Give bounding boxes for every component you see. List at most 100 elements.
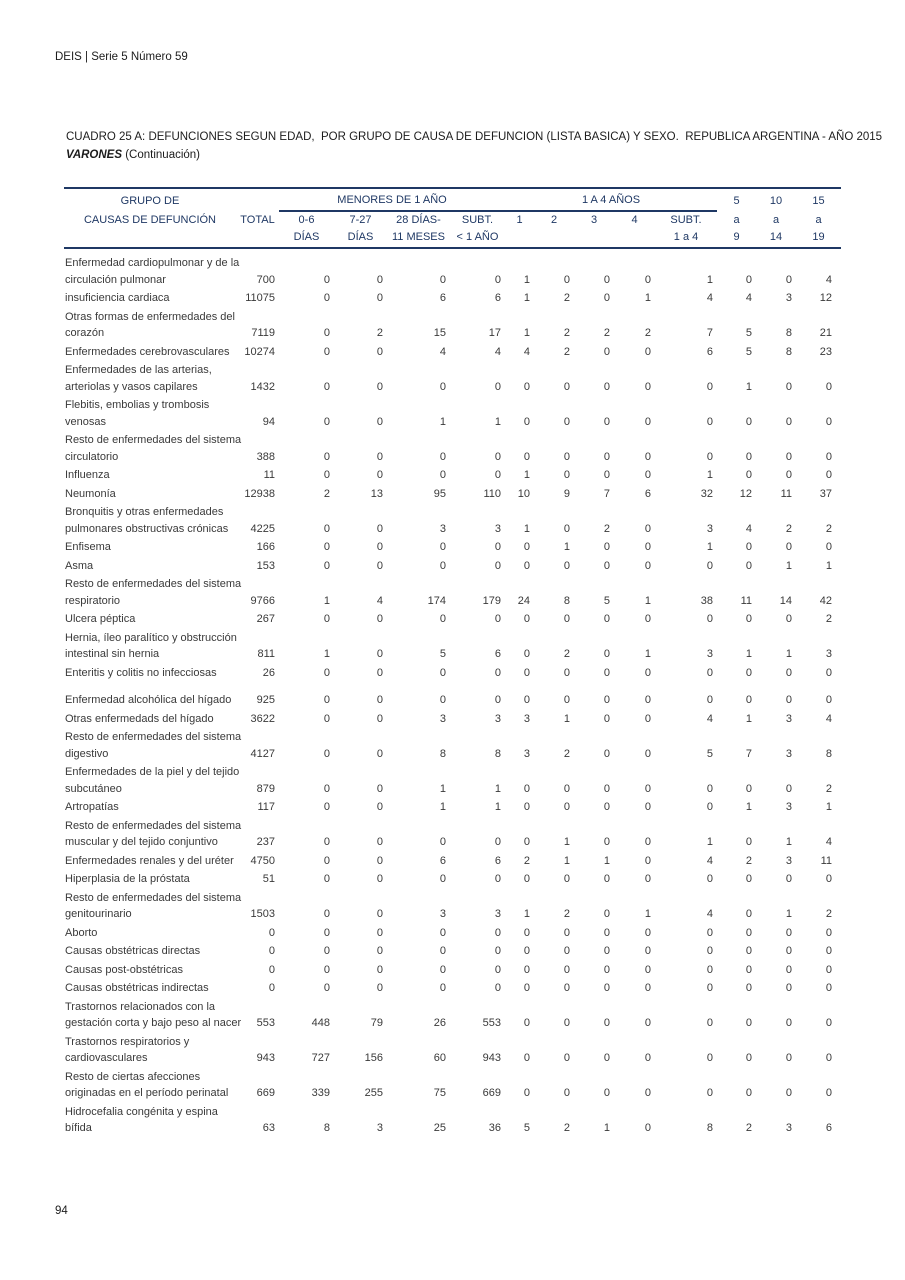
value-cell: 0 xyxy=(644,613,651,625)
table-row: Resto de enfermedades del sistema circul… xyxy=(64,431,841,466)
value-cell: 6 xyxy=(439,292,446,304)
value-cell: 2 xyxy=(825,908,832,920)
value-cell: 1 xyxy=(563,541,570,553)
cause-label: Resto de enfermedades del sistema digest… xyxy=(65,731,242,760)
value-cell: 0 xyxy=(523,801,530,813)
value-cell: 3 xyxy=(439,908,446,920)
value-cell: 0 xyxy=(706,963,713,976)
value-cell: 0 xyxy=(825,541,832,553)
value-cell: 24 xyxy=(517,594,530,607)
value-cell: 0 xyxy=(376,666,383,679)
value-cell: 3 xyxy=(785,1122,792,1134)
value-cell: 1 xyxy=(745,801,752,813)
value-cell: 1 xyxy=(785,648,792,660)
table-row: Resto de enfermedades del sistema genito… xyxy=(64,889,841,924)
cause-label: Enfermedad cardiopulmonar y de la circul… xyxy=(65,257,240,286)
value-cell: 13 xyxy=(370,487,383,500)
value-cell: 0 xyxy=(439,469,446,481)
table-row: Enfermedad alcohólica del hígado 925 0 0 0 0 0… xyxy=(64,691,841,710)
value-cell: 1 xyxy=(563,836,570,848)
value-cell: 0 xyxy=(323,945,330,957)
value-cell: 1 xyxy=(745,380,752,393)
value-cell: 0 xyxy=(439,613,446,625)
cause-label: Enfermedad alcohólica del hígado xyxy=(65,694,232,706)
value-cell: 0 xyxy=(523,782,530,795)
column-header: 5 xyxy=(733,195,740,207)
cause-label: Enteritis y colitis no infecciosas xyxy=(65,666,217,679)
value-cell: 339 xyxy=(311,1087,330,1099)
value-cell: 0 xyxy=(785,450,792,463)
value-cell: 0 xyxy=(644,801,651,813)
value-cell: 25 xyxy=(433,1122,446,1134)
value-cell: 700 xyxy=(256,273,275,286)
value-cell: 0 xyxy=(376,648,383,660)
value-cell: 0 xyxy=(603,541,610,553)
value-cell: 36 xyxy=(488,1122,501,1134)
value-cell: 0 xyxy=(785,982,792,994)
value-cell: 5 xyxy=(745,327,752,339)
value-cell: 0 xyxy=(494,541,501,553)
value-cell: 0 xyxy=(439,694,446,706)
value-cell: 0 xyxy=(323,712,330,725)
value-cell: 0 xyxy=(745,469,752,481)
value-cell: 0 xyxy=(376,873,383,885)
value-cell: 0 xyxy=(376,541,383,553)
value-cell: 0 xyxy=(323,854,330,867)
value-cell: 6 xyxy=(494,292,501,304)
value-cell: 38 xyxy=(700,594,713,607)
value-cell: 0 xyxy=(825,945,832,957)
value-cell: 553 xyxy=(256,1017,275,1029)
value-cell: 3 xyxy=(706,648,713,660)
value-cell: 0 xyxy=(706,1087,713,1099)
value-cell: 0 xyxy=(603,666,610,679)
value-cell: 1 xyxy=(706,469,713,481)
value-cell: 2 xyxy=(563,292,570,304)
table-row: Neumonía 12938 2 13 95 110 10 9 7 6 32 12 11 37 xyxy=(64,485,841,504)
column-header-grupo-de: GRUPO DE xyxy=(120,195,180,207)
cause-label: Trastornos relacionados con la gestación… xyxy=(65,1000,242,1030)
value-cell: 0 xyxy=(603,559,610,572)
value-cell: 0 xyxy=(494,982,501,994)
value-cell: 1 xyxy=(523,469,530,481)
value-cell: 3 xyxy=(376,1122,383,1134)
value-cell: 0 xyxy=(706,559,713,572)
cause-label: Hiperplasia de la próstata xyxy=(65,873,190,885)
value-cell: 0 xyxy=(323,559,330,572)
value-cell: 0 xyxy=(376,945,383,957)
value-cell: 0 xyxy=(644,873,651,885)
value-cell: 1 xyxy=(439,415,446,428)
value-cell: 11 xyxy=(740,594,752,607)
value-cell: 0 xyxy=(785,945,792,957)
column-header: 1 xyxy=(516,214,523,226)
value-cell: 1 xyxy=(644,908,651,920)
value-cell: 0 xyxy=(706,380,713,393)
value-cell: 0 xyxy=(825,450,832,463)
value-cell: 6 xyxy=(494,854,501,867)
value-cell: 0 xyxy=(785,1052,792,1064)
table-row: Hiperplasia de la próstata 51 0 0 0 0 0 0 0 0 0 0 0 0 xyxy=(64,870,841,889)
cause-label: Causas obstétricas directas xyxy=(65,945,201,957)
value-cell: 79 xyxy=(370,1017,383,1029)
value-cell: 1 xyxy=(439,801,446,813)
value-cell: 0 xyxy=(644,694,651,706)
value-cell: 2 xyxy=(563,648,570,660)
value-cell: 0 xyxy=(706,945,713,957)
table-row: Asma 153 0 0 0 0 0 0 0 0 0 0 1 1 xyxy=(64,557,841,576)
value-cell: 1 xyxy=(523,292,530,304)
value-cell: 0 xyxy=(825,380,832,393)
value-cell: 0 xyxy=(563,801,570,813)
value-cell: 448 xyxy=(311,1017,330,1029)
table-row: Resto de ciertas afecciones originadas e… xyxy=(64,1068,841,1103)
value-cell: 3 xyxy=(494,712,501,725)
value-cell: 0 xyxy=(523,963,530,976)
value-cell: 0 xyxy=(825,469,832,481)
cause-label: Hernia, íleo paralítico y obstrucción in… xyxy=(65,631,237,661)
value-cell: 3 xyxy=(785,747,792,760)
value-cell: 0 xyxy=(603,801,610,813)
value-cell: 0 xyxy=(439,450,446,463)
table-row: Resto de enfermedades del sistema digest… xyxy=(64,728,841,763)
value-cell: 0 xyxy=(323,327,330,339)
value-cell: 2 xyxy=(825,782,832,795)
value-cell: 237 xyxy=(256,836,275,848)
value-cell: 6 xyxy=(706,345,713,358)
